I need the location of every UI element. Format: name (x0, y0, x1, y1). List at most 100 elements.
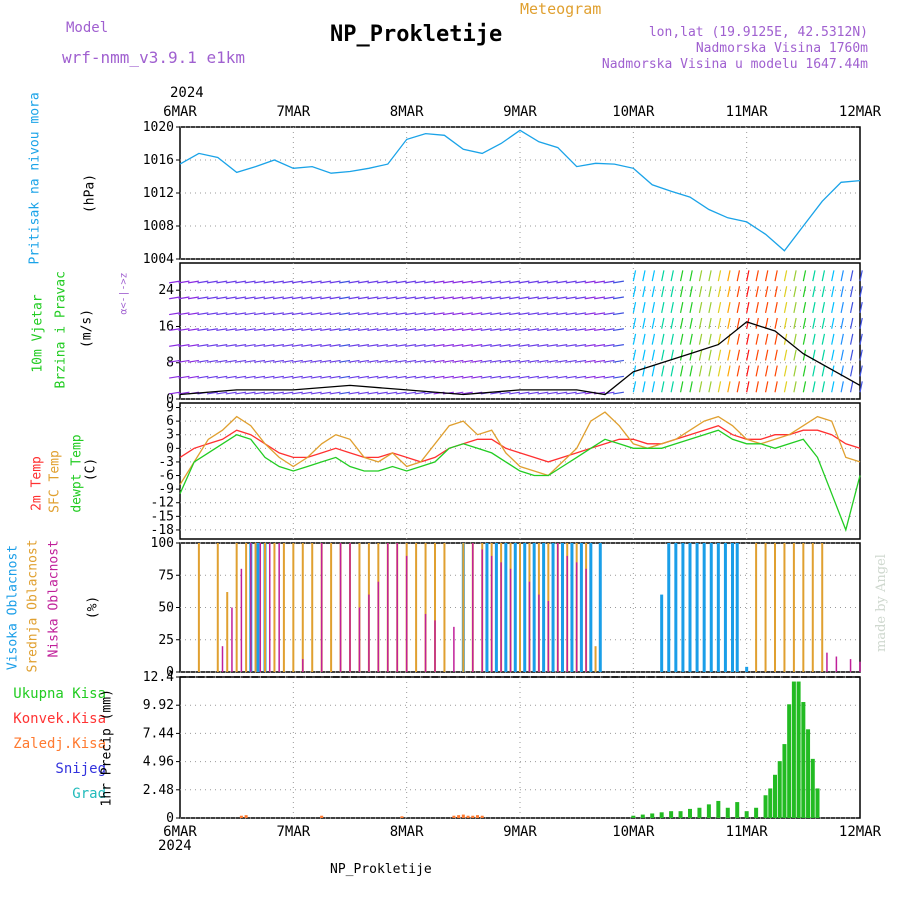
mid-cloud-bar (273, 543, 276, 672)
wind-barb (490, 359, 502, 363)
wind-barb (849, 270, 854, 282)
low-cloud-bar (231, 607, 233, 672)
low-cloud-bar (377, 581, 380, 672)
wind-barb (339, 375, 351, 379)
wind-barb (603, 359, 615, 363)
wind-barb (537, 328, 549, 332)
wind-barb (642, 286, 646, 298)
wind-barb (849, 349, 854, 361)
wind-barb (206, 344, 218, 347)
low-cloud-bar (481, 549, 483, 672)
wind-compass: α<-|->z (118, 272, 130, 315)
wind-barb (849, 381, 854, 393)
wind-barb (376, 391, 388, 395)
wind-barb (736, 349, 741, 361)
low-cloud-bar (500, 562, 502, 672)
wind-barb (301, 296, 313, 300)
wind-barb (708, 317, 712, 329)
mid-cloud-bar (443, 543, 446, 672)
low-cloud-bar (250, 543, 252, 672)
wind-barb (764, 317, 769, 329)
wind-barb (717, 317, 722, 329)
sfc-temp-label: SFC Temp (47, 450, 63, 513)
wind-barb (661, 365, 665, 377)
wind-barb (518, 375, 530, 379)
wind-barb (509, 328, 521, 332)
wind-barb (689, 365, 693, 377)
wind-barb (414, 359, 426, 363)
mid-cloud-bar (330, 543, 333, 672)
wind-barb (727, 270, 731, 282)
wind-barb (840, 270, 844, 282)
wind-barb (670, 301, 674, 313)
wind-barb (320, 375, 332, 379)
dewpt-label: dewpt Temp (69, 434, 85, 513)
wind-barb (584, 280, 596, 284)
wind-barb (405, 312, 417, 316)
low-cloud-bar (528, 581, 531, 672)
wind-barb (339, 296, 351, 300)
wind-barb (187, 328, 199, 332)
wind-barb (320, 359, 332, 363)
high-cloud-bar (660, 594, 664, 672)
wind-barb (575, 375, 587, 379)
legend-snow: Snijeg (55, 761, 106, 777)
temperature-ytick-label: -18 (151, 523, 174, 538)
temperature-ytick-label: -6 (158, 469, 174, 484)
wind-barb (206, 328, 218, 332)
wind-barb (206, 296, 218, 300)
wind-barb (348, 280, 360, 284)
wind-barb (235, 312, 247, 316)
total-precip-bar (791, 681, 796, 818)
wind-barb (367, 375, 379, 379)
wind-barb (831, 349, 835, 361)
wind-barb (546, 375, 558, 379)
mid-cloud-bar (311, 543, 314, 672)
wind-barb (461, 375, 473, 379)
wind-barb (405, 296, 417, 300)
wind-barb (783, 365, 788, 377)
wind-barb (746, 301, 750, 313)
wind-barb (755, 349, 759, 361)
wind-barb (452, 280, 464, 284)
wind-barb (452, 359, 464, 363)
wind-barb (717, 365, 722, 377)
mid-cloud-bar (254, 543, 257, 672)
wind-barb (783, 381, 788, 393)
wind-barb (499, 375, 511, 379)
wind-barb (774, 286, 778, 298)
low-cloud-bar (575, 562, 578, 672)
high-cloud-bar (681, 543, 685, 672)
wind-barb (612, 296, 624, 300)
high-cloud-label: Visoka Oblacnost (5, 544, 21, 671)
wind-barb (216, 344, 228, 347)
mid-cloud-bar (792, 543, 795, 672)
wind-barb (433, 375, 445, 379)
temperature-ytick-label: 0 (166, 441, 174, 456)
wind-barb (527, 375, 539, 379)
wind-barb (254, 280, 266, 284)
wind-barb (291, 391, 303, 395)
wind-barb (282, 391, 294, 395)
wind-barb (357, 375, 369, 379)
wind-barb (367, 344, 379, 347)
wind-barb (802, 301, 807, 313)
wind-barb (698, 365, 703, 377)
wind-barb (461, 296, 473, 300)
temp-unit: (C) (83, 457, 99, 482)
wind-barb (357, 312, 369, 316)
wind-barb (291, 312, 303, 316)
wind-barb (802, 317, 807, 329)
legend-conv-precip: Konvek.Kisa (13, 711, 106, 727)
wind-barb (291, 328, 303, 332)
frz-precip-bar (452, 815, 456, 818)
wind-barb (452, 296, 464, 300)
wind-barb (206, 312, 218, 316)
wind-barb (670, 365, 674, 377)
wind-barb (357, 359, 369, 363)
wind-barb (708, 286, 712, 298)
wind-barb (642, 301, 646, 313)
high-cloud-bar (731, 543, 734, 672)
wind-barb (793, 317, 797, 329)
low-cloud-bar (509, 568, 512, 672)
